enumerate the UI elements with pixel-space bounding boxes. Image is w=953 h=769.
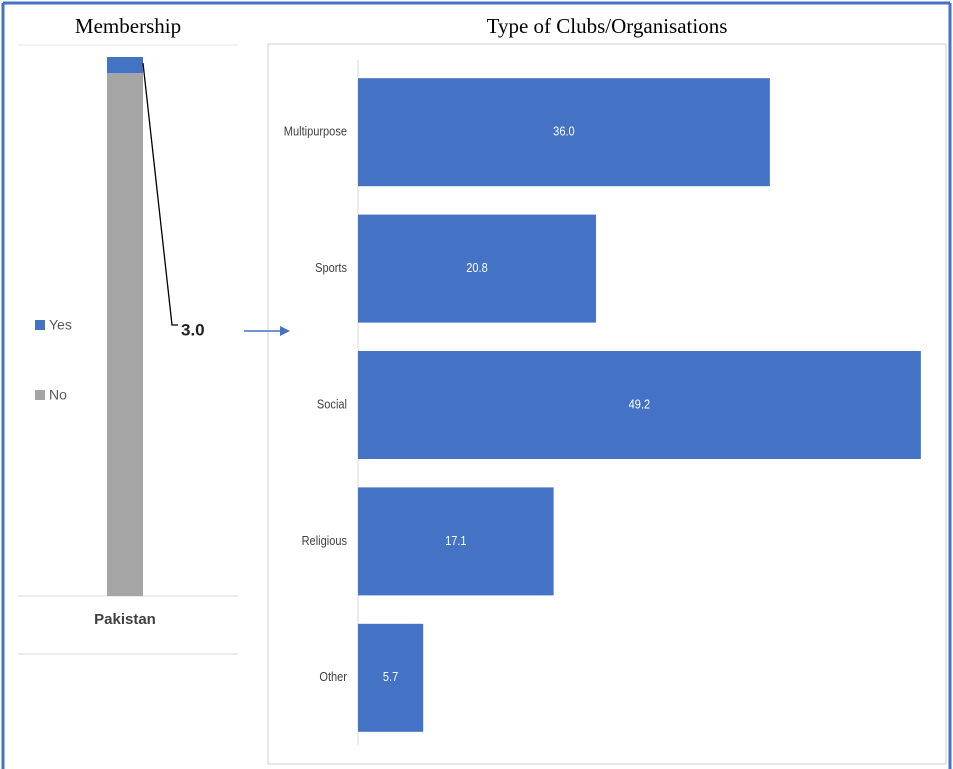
legend-label: No [49,387,67,403]
bar [358,351,921,459]
leader-line [142,63,178,326]
data-label: 49.2 [629,397,651,412]
y-tick-label: Other [319,669,347,684]
bar [358,487,554,596]
y-tick-label: Religious [302,533,347,548]
legend-label: Yes [49,317,72,333]
y-tick-label: Multipurpose [284,124,347,139]
y-tick-label: Sports [315,260,347,275]
x-tick-label: Pakistan [94,611,156,628]
bar [358,623,424,732]
data-label: 36.0 [553,124,575,139]
arrow-head [280,326,290,336]
data-label: 17.1 [445,533,467,548]
data-label: 20.8 [466,260,488,275]
plot-frame [267,43,947,765]
bar-segment [107,57,143,74]
bar-segment [107,73,143,597]
bar [358,78,770,187]
y-tick-label: Social [317,397,347,412]
legend-swatch [35,390,45,400]
chart-title: Membership [75,14,181,38]
data-label: 5.7 [383,669,399,684]
data-label: 3.0 [181,320,205,339]
bar [358,214,596,323]
legend-swatch [35,320,45,330]
chart-title: Type of Clubs/Organisations [487,14,728,38]
